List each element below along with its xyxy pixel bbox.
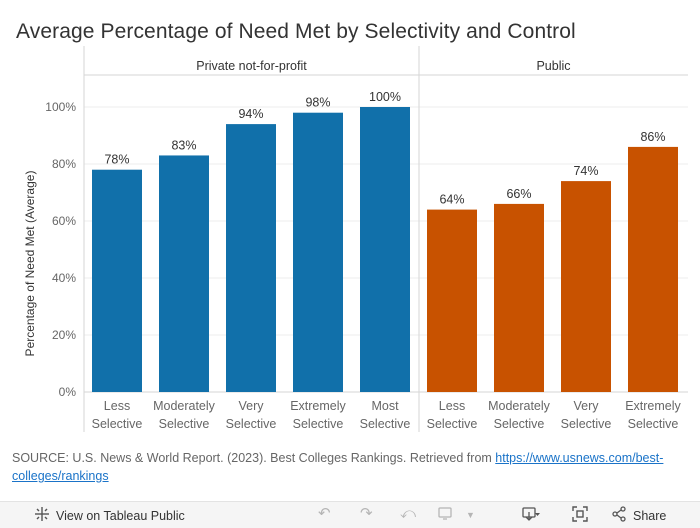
x-tick-label: Selective [561,417,612,431]
x-tick-label: Moderately [153,399,216,413]
tableau-toolbar: View on Tableau Public ↶ ↷ ⤺ ▼ Share [0,501,700,528]
y-axis-title: Percentage of Need Met (Average) [23,171,37,357]
x-tick-label: Selective [494,417,545,431]
data-label: 66% [506,187,531,201]
fullscreen-icon[interactable] [572,506,588,522]
data-label: 94% [238,107,263,121]
bar [561,181,611,392]
y-tick-label: 80% [52,157,76,171]
dropdown-icon[interactable]: ▼ [466,510,475,520]
data-label: 64% [439,193,464,207]
view-on-tableau-label: View on Tableau Public [56,509,185,523]
x-tick-label: Selective [92,417,143,431]
y-tick-label: 100% [45,100,76,114]
bar [293,112,343,392]
x-tick-label: Selective [427,417,478,431]
tableau-logo-icon [34,506,50,526]
y-tick-label: 60% [52,214,76,228]
x-tick-label: Selective [159,417,210,431]
chart: 0% 20% 40% 60% 80% 100% Percentage of Need Met… [23,46,688,432]
share-button[interactable]: Share [611,506,666,526]
bar [159,155,209,392]
source-text: SOURCE: U.S. News & World Report. (2023)… [12,451,496,465]
y-tick-label: 0% [59,385,77,399]
data-label: 100% [369,90,401,104]
panel-header-public: Public [536,59,570,73]
share-icon [611,506,627,526]
x-tick-label: Selective [293,417,344,431]
y-tick-label: 20% [52,328,76,342]
bar [427,209,477,392]
y-tick-label: 40% [52,271,76,285]
x-tick-label: Very [238,399,264,413]
x-tick-label: Very [573,399,599,413]
revert-icon[interactable]: ⤺ [400,505,417,522]
redo-icon[interactable]: ↷ [360,505,373,522]
x-tick-label: Selective [226,417,277,431]
chart-title: Average Percentage of Need Met by Select… [16,20,576,43]
x-tick-label: Moderately [488,399,551,413]
source-note: SOURCE: U.S. News & World Report. (2023)… [12,449,682,485]
data-label: 78% [104,153,129,167]
x-tick-label: Extremely [625,399,681,413]
download-icon[interactable] [522,506,540,522]
bar [494,203,544,392]
data-label: 83% [171,138,196,152]
x-tick-label: Selective [360,417,411,431]
source-link[interactable]: https://www.usnews.com/best-colleges/ran… [12,451,664,483]
data-label: 98% [305,96,330,110]
undo-icon[interactable]: ↶ [318,505,331,522]
bar [360,107,410,392]
bar [92,169,142,392]
pause-icon[interactable] [438,506,452,520]
data-label: 74% [573,164,598,178]
x-tick-label: Extremely [290,399,346,413]
x-tick-label: Selective [628,417,679,431]
data-label: 86% [640,130,665,144]
panel-header-private: Private not-for-profit [196,59,307,73]
x-tick-label: Most [371,399,399,413]
share-label: Share [633,509,667,523]
bar [628,146,678,392]
bar [226,124,276,392]
x-tick-label: Less [439,399,465,413]
view-on-tableau-button[interactable]: View on Tableau Public [34,506,185,526]
x-tick-label: Less [104,399,130,413]
